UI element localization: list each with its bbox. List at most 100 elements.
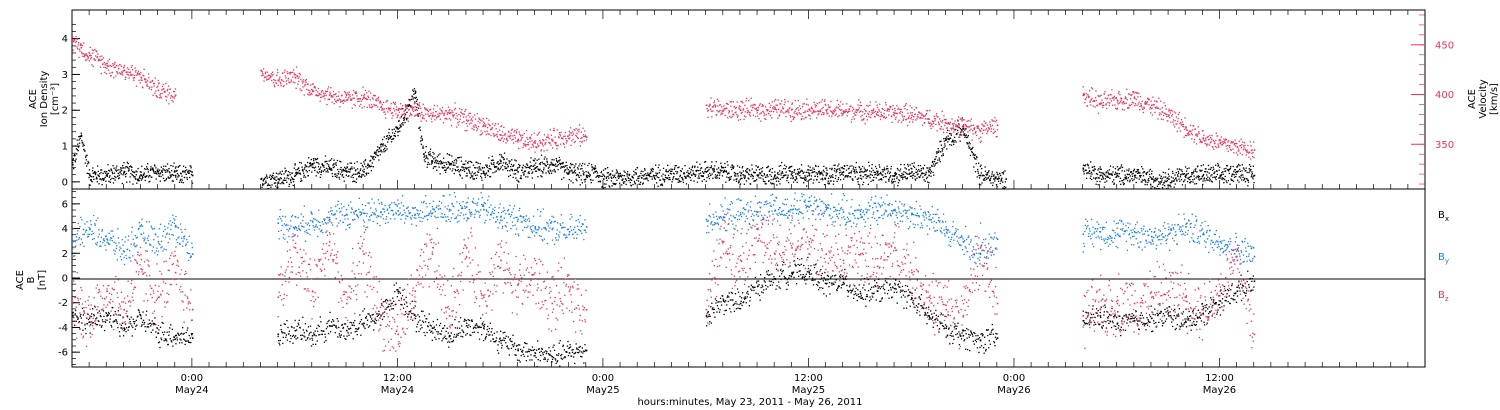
velocity-series-point <box>478 117 480 119</box>
ion-density-series-point <box>903 171 905 173</box>
ion-density-series-point <box>136 178 138 180</box>
ion-density-series-point <box>744 174 746 177</box>
ion-density-series-point <box>130 173 132 175</box>
ion-density-series-point <box>176 172 179 175</box>
ion-density-series-point <box>979 177 981 179</box>
velocity-series-point <box>334 100 337 102</box>
ion-density-series-point <box>560 167 562 169</box>
ion-density-series-point <box>1136 177 1138 179</box>
ion-density-series-point <box>112 165 114 167</box>
ion-density-series-point <box>470 175 472 177</box>
ion-density-series-point <box>485 164 487 166</box>
ion-density-series-point <box>833 180 835 182</box>
ion-density-series-point <box>585 176 588 178</box>
ion-density-series-point <box>152 168 154 171</box>
ion-density-series-point <box>817 172 819 174</box>
ion-density-series-point <box>1220 177 1222 179</box>
velocity-series-point <box>894 118 897 120</box>
ion-density-series-point <box>725 171 728 173</box>
velocity-series-point <box>764 118 766 120</box>
ion-density-series-point <box>781 161 783 164</box>
ion-density-series-point <box>1184 179 1186 181</box>
ion-density-series-point <box>817 176 819 178</box>
ion-density-series-point <box>136 171 138 173</box>
ion-density-series-point <box>325 160 327 163</box>
ion-density-series-point <box>893 178 895 180</box>
ion-density-series-point <box>455 162 457 164</box>
ion-density-series-point <box>436 169 438 171</box>
velocity-series-point <box>948 123 950 125</box>
ion-density-series-point <box>87 173 90 175</box>
ion-density-series-point <box>704 168 706 170</box>
ion-density-series-point <box>416 98 418 101</box>
velocity-series-point <box>163 91 165 93</box>
ion-density-series-point <box>155 167 157 169</box>
velocity-series-point <box>486 117 488 119</box>
ion-density-series-point <box>807 171 809 174</box>
ion-density-series-point <box>699 169 701 171</box>
ion-density-series-point <box>375 151 378 153</box>
velocity-series-point <box>730 101 733 103</box>
velocity-series-point <box>454 102 456 104</box>
ion-density-series-point <box>1113 183 1115 185</box>
velocity-series-point <box>799 107 802 110</box>
ion-density-series-point <box>717 174 719 176</box>
velocity-series-point <box>563 143 565 146</box>
ion-density-series-point <box>874 171 876 174</box>
ion-density-series-point <box>758 168 761 171</box>
ion-density-series-point <box>1201 169 1203 172</box>
ion-density-series-point <box>710 174 712 177</box>
velocity-series-point <box>342 99 344 102</box>
velocity-series-point <box>292 76 294 78</box>
velocity-series-point <box>903 105 905 108</box>
ion-density-series-point <box>541 176 543 178</box>
velocity-series-point <box>455 112 457 114</box>
ion-density-series-point <box>914 175 916 177</box>
velocity-series-point <box>435 117 438 119</box>
ion-density-series-point <box>762 175 764 177</box>
velocity-series-point <box>304 85 306 87</box>
ion-density-series-point <box>838 172 841 174</box>
velocity-series-point <box>972 124 975 126</box>
velocity-series-point <box>92 52 94 54</box>
ion-density-series-point <box>1247 179 1249 181</box>
ion-density-series-point <box>408 103 410 106</box>
ion-density-series-point <box>411 96 414 98</box>
ion-density-series-point <box>1228 168 1230 171</box>
velocity-series-point <box>837 116 839 118</box>
ion-density-series-point <box>639 183 641 185</box>
velocity-series-point <box>527 138 529 140</box>
ion-density-series-point <box>738 180 740 182</box>
ion-density-series-point <box>822 174 824 176</box>
ion-density-series-point <box>1231 179 1234 181</box>
velocity-series-point <box>345 93 347 96</box>
velocity-series-point <box>922 115 925 117</box>
velocity-series-point <box>113 77 115 79</box>
velocity-series-point <box>466 129 468 132</box>
velocity-series-point <box>263 68 265 70</box>
ion-density-series-point <box>744 177 746 180</box>
ion-density-series-point <box>168 171 170 173</box>
ion-density-series-point <box>283 173 285 175</box>
ion-density-series-point <box>797 171 800 173</box>
ion-density-series-point <box>391 132 394 134</box>
velocity-series-point <box>753 103 755 105</box>
ion-density-series-point <box>452 164 455 166</box>
ion-density-series-point <box>680 180 682 183</box>
ion-density-series-point <box>567 173 569 175</box>
velocity-series-point <box>126 67 129 69</box>
ion-density-series-point <box>587 164 589 167</box>
ion-density-series-point <box>895 173 898 175</box>
ion-density-series-point <box>84 150 86 152</box>
ion-density-series-point <box>929 166 931 169</box>
ion-density-series-point <box>552 164 554 166</box>
ion-density-series-point <box>676 178 678 181</box>
ion-density-series-point <box>1152 178 1154 180</box>
ion-density-series-point <box>424 155 426 157</box>
ion-density-series-point <box>480 169 482 171</box>
velocity-series-point <box>112 64 114 66</box>
ion-density-series-point <box>508 175 510 178</box>
ion-density-series-point <box>506 167 508 169</box>
ion-density-series-point <box>1130 171 1133 173</box>
ion-density-series-point <box>994 177 997 179</box>
